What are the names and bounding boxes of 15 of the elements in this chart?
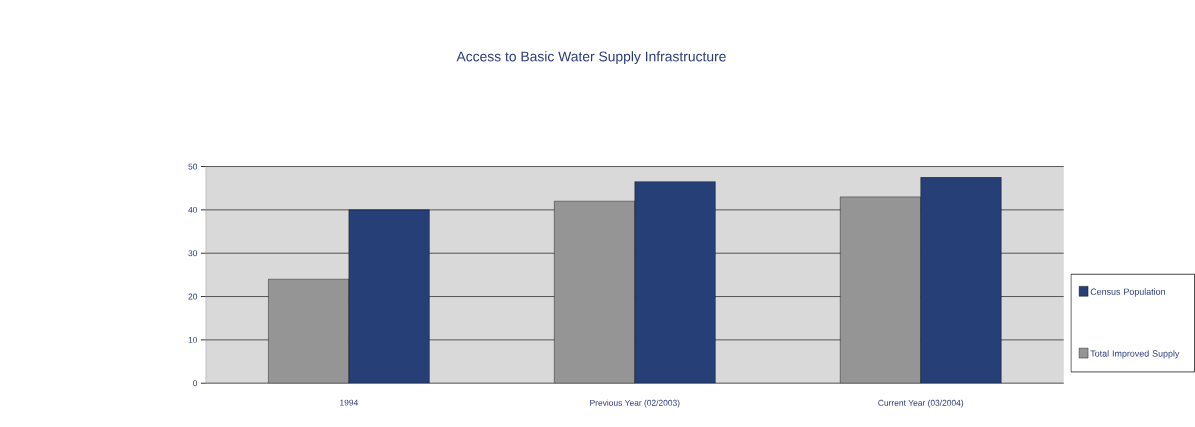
y-tick-label: 0: [193, 380, 198, 386]
chart-title: Access to Basic Water Supply Infrastructure: [456, 50, 726, 64]
y-tick-label: 50: [188, 163, 198, 170]
legend-label: Census Population: [1090, 288, 1165, 297]
x-tick-label: Current Year (03/2004): [878, 399, 964, 408]
legend-label: Total Improved Supply: [1090, 349, 1180, 359]
x-tick-label: 1994: [340, 399, 358, 406]
bar: [554, 200, 635, 384]
y-tick-label: 30: [188, 250, 198, 256]
x-tick-label: Previous Year (02/2003): [590, 399, 680, 408]
bar: [268, 278, 350, 384]
y-tick-label: 40: [188, 206, 198, 213]
y-tick-label: 10: [188, 336, 198, 343]
y-tick-label: 20: [188, 293, 198, 300]
bar: [840, 196, 921, 384]
